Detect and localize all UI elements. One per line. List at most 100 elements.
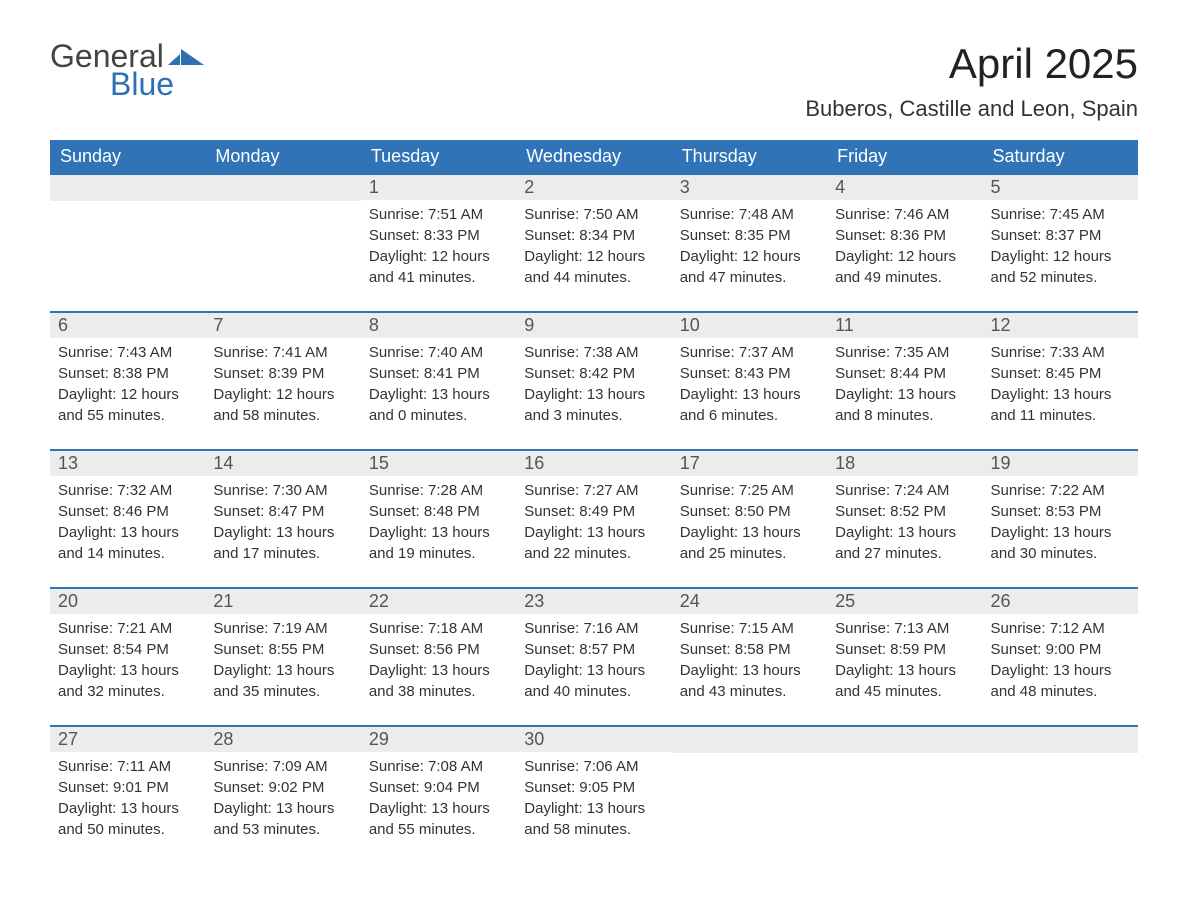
calendar-row: 1Sunrise: 7:51 AMSunset: 8:33 PMDaylight… bbox=[50, 174, 1138, 312]
day-body: Sunrise: 7:30 AMSunset: 8:47 PMDaylight:… bbox=[205, 476, 360, 572]
day-cell: 19Sunrise: 7:22 AMSunset: 8:53 PMDayligh… bbox=[983, 450, 1138, 588]
sunrise-line: Sunrise: 7:30 AM bbox=[213, 480, 352, 501]
day-body: Sunrise: 7:35 AMSunset: 8:44 PMDaylight:… bbox=[827, 338, 982, 434]
daylight-line: Daylight: 13 hours and 30 minutes. bbox=[991, 522, 1130, 564]
weekday-header: Thursday bbox=[672, 140, 827, 174]
day-number bbox=[672, 727, 827, 753]
title-block: April 2025 Buberos, Castille and Leon, S… bbox=[805, 40, 1138, 122]
day-body bbox=[50, 201, 205, 213]
daylight-line: Daylight: 13 hours and 22 minutes. bbox=[524, 522, 663, 564]
sunrise-line: Sunrise: 7:32 AM bbox=[58, 480, 197, 501]
sunset-line: Sunset: 8:38 PM bbox=[58, 363, 197, 384]
day-number: 8 bbox=[361, 313, 516, 338]
sunset-line: Sunset: 8:39 PM bbox=[213, 363, 352, 384]
sunrise-line: Sunrise: 7:48 AM bbox=[680, 204, 819, 225]
day-body: Sunrise: 7:19 AMSunset: 8:55 PMDaylight:… bbox=[205, 614, 360, 710]
day-cell: 12Sunrise: 7:33 AMSunset: 8:45 PMDayligh… bbox=[983, 312, 1138, 450]
sunset-line: Sunset: 9:05 PM bbox=[524, 777, 663, 798]
empty-cell bbox=[672, 726, 827, 864]
day-cell: 27Sunrise: 7:11 AMSunset: 9:01 PMDayligh… bbox=[50, 726, 205, 864]
day-body bbox=[672, 753, 827, 765]
day-body: Sunrise: 7:46 AMSunset: 8:36 PMDaylight:… bbox=[827, 200, 982, 296]
calendar-body: 1Sunrise: 7:51 AMSunset: 8:33 PMDaylight… bbox=[50, 174, 1138, 864]
day-body: Sunrise: 7:45 AMSunset: 8:37 PMDaylight:… bbox=[983, 200, 1138, 296]
day-number: 13 bbox=[50, 451, 205, 476]
day-cell: 17Sunrise: 7:25 AMSunset: 8:50 PMDayligh… bbox=[672, 450, 827, 588]
day-body: Sunrise: 7:13 AMSunset: 8:59 PMDaylight:… bbox=[827, 614, 982, 710]
sunset-line: Sunset: 8:57 PM bbox=[524, 639, 663, 660]
day-number: 21 bbox=[205, 589, 360, 614]
day-body: Sunrise: 7:50 AMSunset: 8:34 PMDaylight:… bbox=[516, 200, 671, 296]
day-cell: 26Sunrise: 7:12 AMSunset: 9:00 PMDayligh… bbox=[983, 588, 1138, 726]
sunset-line: Sunset: 8:37 PM bbox=[991, 225, 1130, 246]
sunset-line: Sunset: 8:44 PM bbox=[835, 363, 974, 384]
day-body: Sunrise: 7:43 AMSunset: 8:38 PMDaylight:… bbox=[50, 338, 205, 434]
daylight-line: Daylight: 13 hours and 3 minutes. bbox=[524, 384, 663, 426]
day-number: 12 bbox=[983, 313, 1138, 338]
empty-cell bbox=[50, 174, 205, 312]
daylight-line: Daylight: 13 hours and 43 minutes. bbox=[680, 660, 819, 702]
day-number: 17 bbox=[672, 451, 827, 476]
sunset-line: Sunset: 8:42 PM bbox=[524, 363, 663, 384]
daylight-line: Daylight: 13 hours and 32 minutes. bbox=[58, 660, 197, 702]
month-title: April 2025 bbox=[805, 40, 1138, 88]
day-number: 25 bbox=[827, 589, 982, 614]
sunrise-line: Sunrise: 7:38 AM bbox=[524, 342, 663, 363]
day-body: Sunrise: 7:40 AMSunset: 8:41 PMDaylight:… bbox=[361, 338, 516, 434]
day-cell: 3Sunrise: 7:48 AMSunset: 8:35 PMDaylight… bbox=[672, 174, 827, 312]
day-body bbox=[827, 753, 982, 765]
sunset-line: Sunset: 9:01 PM bbox=[58, 777, 197, 798]
calendar-row: 20Sunrise: 7:21 AMSunset: 8:54 PMDayligh… bbox=[50, 588, 1138, 726]
sunrise-line: Sunrise: 7:28 AM bbox=[369, 480, 508, 501]
day-number bbox=[827, 727, 982, 753]
sunrise-line: Sunrise: 7:13 AM bbox=[835, 618, 974, 639]
day-number: 24 bbox=[672, 589, 827, 614]
day-body: Sunrise: 7:15 AMSunset: 8:58 PMDaylight:… bbox=[672, 614, 827, 710]
day-cell: 2Sunrise: 7:50 AMSunset: 8:34 PMDaylight… bbox=[516, 174, 671, 312]
sunrise-line: Sunrise: 7:24 AM bbox=[835, 480, 974, 501]
day-number: 26 bbox=[983, 589, 1138, 614]
day-number: 30 bbox=[516, 727, 671, 752]
sunset-line: Sunset: 8:53 PM bbox=[991, 501, 1130, 522]
daylight-line: Daylight: 12 hours and 52 minutes. bbox=[991, 246, 1130, 288]
day-cell: 15Sunrise: 7:28 AMSunset: 8:48 PMDayligh… bbox=[361, 450, 516, 588]
sunset-line: Sunset: 8:49 PM bbox=[524, 501, 663, 522]
day-number: 27 bbox=[50, 727, 205, 752]
daylight-line: Daylight: 12 hours and 47 minutes. bbox=[680, 246, 819, 288]
daylight-line: Daylight: 13 hours and 58 minutes. bbox=[524, 798, 663, 840]
daylight-line: Daylight: 13 hours and 35 minutes. bbox=[213, 660, 352, 702]
day-body: Sunrise: 7:21 AMSunset: 8:54 PMDaylight:… bbox=[50, 614, 205, 710]
sunset-line: Sunset: 8:41 PM bbox=[369, 363, 508, 384]
daylight-line: Daylight: 13 hours and 48 minutes. bbox=[991, 660, 1130, 702]
day-number: 23 bbox=[516, 589, 671, 614]
daylight-line: Daylight: 12 hours and 44 minutes. bbox=[524, 246, 663, 288]
sunset-line: Sunset: 8:50 PM bbox=[680, 501, 819, 522]
day-body bbox=[983, 753, 1138, 765]
sunrise-line: Sunrise: 7:27 AM bbox=[524, 480, 663, 501]
sunrise-line: Sunrise: 7:16 AM bbox=[524, 618, 663, 639]
weekday-header: Tuesday bbox=[361, 140, 516, 174]
sunrise-line: Sunrise: 7:15 AM bbox=[680, 618, 819, 639]
daylight-line: Daylight: 13 hours and 6 minutes. bbox=[680, 384, 819, 426]
day-cell: 22Sunrise: 7:18 AMSunset: 8:56 PMDayligh… bbox=[361, 588, 516, 726]
day-number: 15 bbox=[361, 451, 516, 476]
day-cell: 25Sunrise: 7:13 AMSunset: 8:59 PMDayligh… bbox=[827, 588, 982, 726]
weekday-header: Wednesday bbox=[516, 140, 671, 174]
sunrise-line: Sunrise: 7:37 AM bbox=[680, 342, 819, 363]
daylight-line: Daylight: 13 hours and 19 minutes. bbox=[369, 522, 508, 564]
day-cell: 24Sunrise: 7:15 AMSunset: 8:58 PMDayligh… bbox=[672, 588, 827, 726]
day-number: 20 bbox=[50, 589, 205, 614]
sunset-line: Sunset: 8:58 PM bbox=[680, 639, 819, 660]
daylight-line: Daylight: 13 hours and 25 minutes. bbox=[680, 522, 819, 564]
day-body: Sunrise: 7:51 AMSunset: 8:33 PMDaylight:… bbox=[361, 200, 516, 296]
day-number bbox=[205, 175, 360, 201]
day-body: Sunrise: 7:41 AMSunset: 8:39 PMDaylight:… bbox=[205, 338, 360, 434]
day-number: 18 bbox=[827, 451, 982, 476]
sunset-line: Sunset: 8:56 PM bbox=[369, 639, 508, 660]
calendar-row: 6Sunrise: 7:43 AMSunset: 8:38 PMDaylight… bbox=[50, 312, 1138, 450]
day-body: Sunrise: 7:48 AMSunset: 8:35 PMDaylight:… bbox=[672, 200, 827, 296]
day-number: 7 bbox=[205, 313, 360, 338]
daylight-line: Daylight: 13 hours and 27 minutes. bbox=[835, 522, 974, 564]
sunrise-line: Sunrise: 7:19 AM bbox=[213, 618, 352, 639]
sunrise-line: Sunrise: 7:21 AM bbox=[58, 618, 197, 639]
